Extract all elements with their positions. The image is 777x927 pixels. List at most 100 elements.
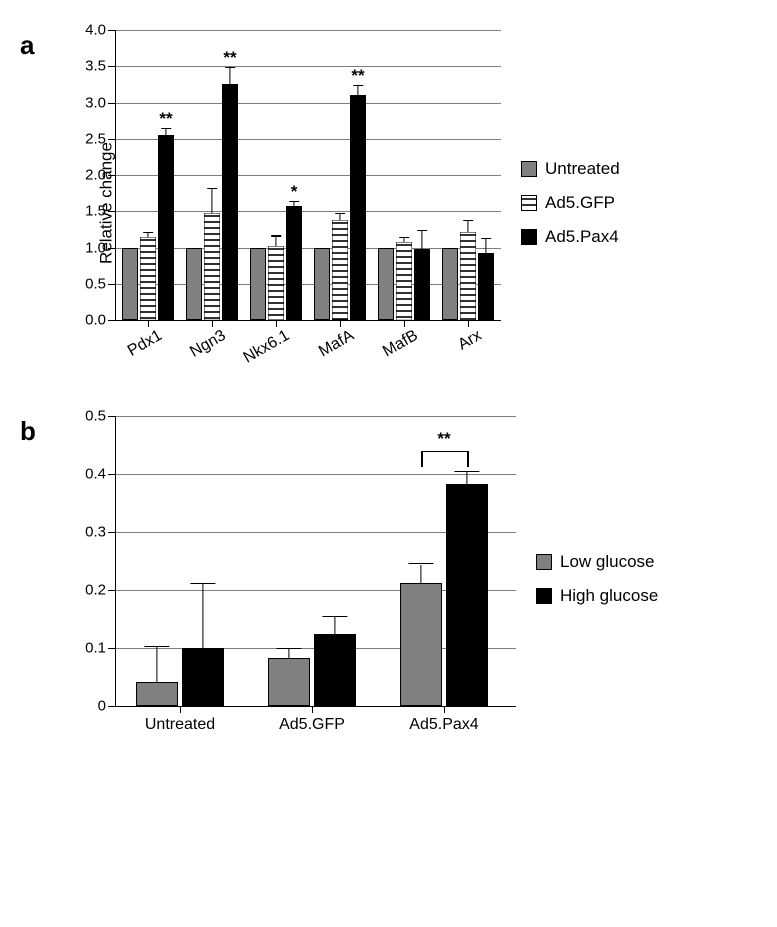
error-cap [481, 238, 491, 239]
error-cap [143, 232, 153, 233]
error-bar [421, 231, 422, 249]
panel-b-chart-area: Insulin concentration (ng/ml) 00.10.20.3… [115, 416, 516, 742]
error-bar [293, 202, 294, 206]
panel-a-plot: 0.00.51.01.52.02.53.03.54.0**Pdx1**Ngn3*… [115, 30, 501, 321]
legend-label: Low glucose [560, 552, 655, 572]
bar [314, 634, 356, 707]
y-tick-label: 3.0 [85, 94, 116, 111]
bar [446, 484, 488, 706]
panel-b-label: b [20, 416, 36, 447]
error-bar [420, 565, 421, 584]
bar [314, 248, 330, 321]
legend-swatch [521, 161, 537, 177]
error-cap [408, 563, 433, 564]
y-tick-label: 0.5 [85, 275, 116, 292]
error-cap [271, 235, 281, 236]
error-bar [467, 221, 468, 231]
bar [396, 242, 412, 320]
x-label: Pdx1 [120, 320, 165, 361]
error-cap [144, 646, 169, 647]
panel-a-chart-wrap: Relative change (folds of untreated) 0.0… [20, 30, 757, 376]
y-tick-label: 0.2 [85, 582, 116, 599]
legend-item: Untreated [521, 159, 620, 179]
y-tick-label: 0.1 [85, 640, 116, 657]
bar [268, 246, 284, 320]
sig-bracket-leg [421, 451, 423, 467]
grid-line [116, 66, 501, 67]
panel-b-plot: 00.10.20.30.40.5UntreatedAd5.GFPAd5.Pax4… [115, 416, 516, 707]
y-tick-label: 1.5 [85, 203, 116, 220]
panel-b-legend: Low glucose High glucose [536, 538, 658, 620]
legend-item: Low glucose [536, 552, 658, 572]
legend-item: Ad5.GFP [521, 193, 620, 213]
error-bar [403, 238, 404, 242]
x-label: Untreated [145, 706, 215, 734]
panel-b-chart-wrap: Insulin concentration (ng/ml) 00.10.20.3… [20, 416, 757, 742]
panel-a-legend: Untreated Ad5.GFP Ad5.Pax4 [521, 145, 620, 261]
y-tick-label: 0.3 [85, 524, 116, 541]
bar [442, 248, 458, 321]
bar [140, 237, 156, 320]
x-label: Ad5.GFP [279, 706, 345, 734]
bar [400, 583, 442, 706]
x-label: Nkx6.1 [237, 320, 293, 367]
bar [204, 213, 220, 320]
legend-swatch [536, 588, 552, 604]
legend-label: Untreated [545, 159, 620, 179]
y-tick-label: 0.4 [85, 466, 116, 483]
panel-a-chart-area: Relative change (folds of untreated) 0.0… [115, 30, 501, 376]
legend-swatch [536, 554, 552, 570]
panel-a-label: a [20, 30, 34, 61]
error-bar [147, 233, 148, 237]
error-cap [463, 220, 473, 221]
y-tick-label: 2.0 [85, 167, 116, 184]
y-tick-label: 0.5 [85, 408, 116, 425]
grid-line [116, 474, 516, 475]
error-cap [335, 213, 345, 214]
grid-line [116, 30, 501, 31]
legend-item: High glucose [536, 586, 658, 606]
error-bar [334, 617, 335, 633]
y-tick-label: 0.0 [85, 312, 116, 329]
error-bar [156, 647, 157, 682]
bar [378, 248, 394, 321]
sig-bracket-leg [467, 451, 469, 467]
bar [182, 648, 224, 706]
bar [250, 248, 266, 321]
legend-swatch [521, 195, 537, 211]
x-label: MafA [312, 320, 357, 361]
error-bar [357, 86, 358, 95]
bar [158, 135, 174, 320]
bar [122, 248, 138, 321]
error-cap [322, 616, 347, 617]
bar [186, 248, 202, 321]
error-cap [276, 648, 301, 649]
y-tick-label: 3.5 [85, 58, 116, 75]
error-cap [207, 188, 217, 189]
error-bar [229, 68, 230, 84]
legend-label: Ad5.GFP [545, 193, 615, 213]
bar [332, 220, 348, 320]
significance-marker: * [291, 182, 298, 202]
error-cap [417, 230, 427, 231]
y-tick-label: 1.0 [85, 239, 116, 256]
significance-marker: ** [437, 429, 450, 449]
bar [222, 84, 238, 320]
x-label: Ngn3 [183, 320, 229, 362]
bar [460, 232, 476, 320]
grid-line [116, 416, 516, 417]
error-bar [275, 237, 276, 246]
significance-marker: ** [351, 66, 364, 86]
x-label: Arx [451, 320, 485, 355]
panel-b: b Insulin concentration (ng/ml) 00.10.20… [20, 416, 757, 742]
x-label: MafB [376, 320, 421, 361]
significance-marker: ** [223, 48, 236, 68]
bar [136, 682, 178, 706]
legend-label: High glucose [560, 586, 658, 606]
grid-line [116, 103, 501, 104]
error-cap [454, 471, 479, 472]
error-cap [190, 583, 215, 584]
bar [414, 249, 430, 320]
panel-a: a Relative change (folds of untreated) 0… [20, 30, 757, 376]
legend-label: Ad5.Pax4 [545, 227, 619, 247]
